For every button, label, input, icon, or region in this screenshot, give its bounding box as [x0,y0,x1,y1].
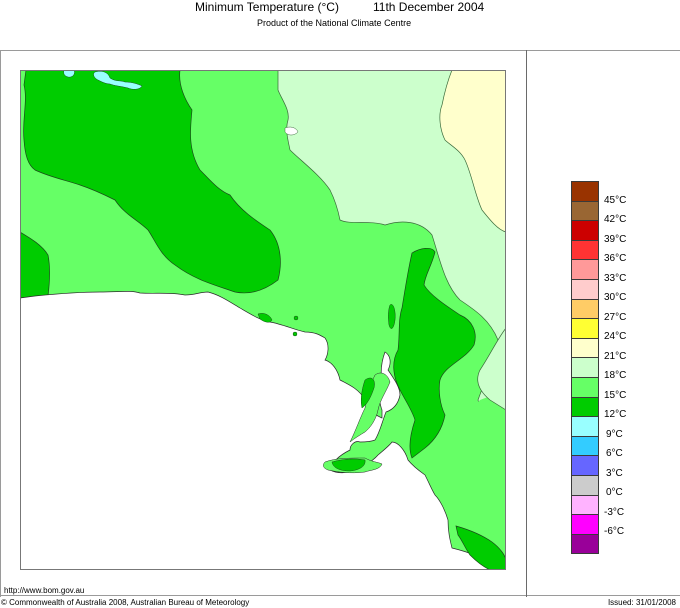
color-legend [571,181,599,555]
legend-label: 12°C [604,409,627,420]
legend-label: 39°C [604,234,627,245]
temperature-map [20,70,506,570]
legend-swatch [571,533,599,555]
legend-swatch [571,396,599,417]
legend-label: 27°C [604,312,627,323]
legend-swatch [571,455,599,475]
legend-swatch [571,357,599,377]
legend-label: 15°C [604,390,627,401]
frame-left-border [0,50,1,597]
legend-swatch [571,278,599,299]
legend-label: 30°C [604,292,627,303]
legend-label: -6°C [604,526,625,537]
legend-divider [526,50,527,597]
legend-swatch [571,474,599,495]
legend-label: 33°C [604,273,627,284]
legend-label: -3°C [604,507,625,518]
legend-swatch [571,181,599,201]
legend-label: 3°C [606,468,623,479]
legend-label: 18°C [604,370,627,381]
legend-label: 0°C [606,487,623,498]
subtitle: Product of the National Climate Centre [257,18,412,28]
legend-label: 9°C [606,429,623,440]
legend-swatch [571,259,599,279]
legend-label: 45°C [604,195,627,206]
legend-swatch [571,514,599,534]
legend-label: 21°C [604,351,627,362]
legend-swatch [571,200,599,221]
legend-swatch [571,376,599,397]
copyright-notice: © Commonwealth of Australia 2008, Austra… [1,598,250,607]
legend-label: 24°C [604,331,627,342]
legend-swatch [571,220,599,240]
source-url[interactable]: http://www.bom.gov.au [4,586,85,595]
legend-label: 6°C [606,448,623,459]
legend-label: 36°C [604,253,627,264]
legend-swatch [571,435,599,456]
title-text: Minimum Temperature (°C) [195,0,339,14]
issued-date: Issued: 31/01/2008 [607,598,676,607]
legend-label: 42°C [604,214,627,225]
title-date: 11th December 2004 [373,0,485,14]
legend-swatch [571,416,599,436]
map-title: Minimum Temperature (°C) 11th December 2… [0,0,680,16]
legend-swatch [571,337,599,358]
map-frame [0,50,680,596]
legend-swatch [571,494,599,515]
legend-swatch [571,298,599,319]
legend-swatch [571,318,599,338]
legend-swatch [571,239,599,260]
